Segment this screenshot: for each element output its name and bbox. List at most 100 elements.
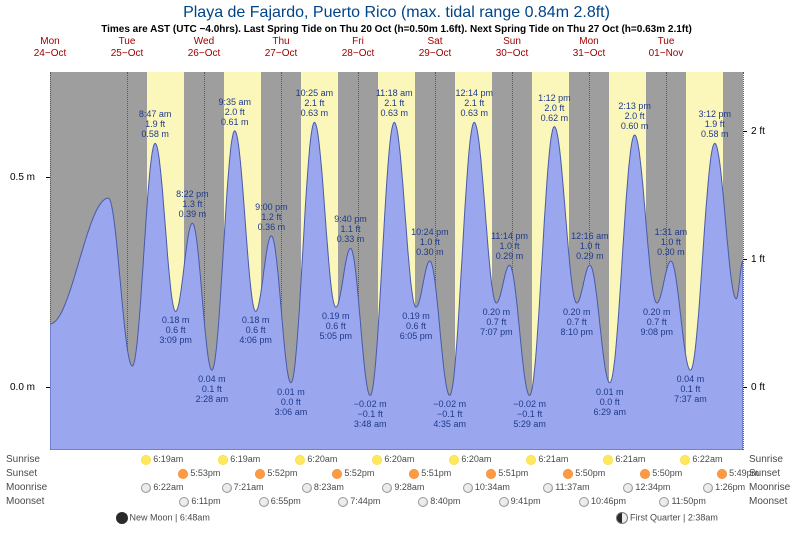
moonset-icon — [259, 497, 269, 507]
low-tide-label: 0.19 m0.6 ft6:05 pm — [400, 311, 433, 341]
moonrise-icon — [141, 483, 151, 493]
moonrise-icon — [703, 483, 713, 493]
sunrise-entry: 6:20am — [295, 454, 337, 465]
sun-moon-row-label: Sunrise — [749, 454, 783, 465]
moonrise-entry: 1:26pm — [703, 482, 745, 493]
sunrise-icon — [295, 455, 305, 465]
y-axis-left-tick: 0.5 m — [10, 172, 35, 183]
high-tide-label: 1:31 am1.0 ft0.30 m — [655, 227, 688, 257]
sunrise-entry: 6:19am — [141, 454, 183, 465]
low-tide-label: 0.19 m0.6 ft5:05 pm — [320, 311, 353, 341]
date-column-label: Mon24−Oct — [20, 36, 80, 60]
y-axis-right-tick: 2 ft — [751, 126, 765, 137]
low-tide-label: 0.04 m0.1 ft7:37 am — [674, 374, 707, 404]
chart-subtitle: Times are AST (UTC −4.0hrs). Last Spring… — [0, 24, 793, 35]
sunrise-entry: 6:21am — [603, 454, 645, 465]
sunset-icon — [409, 469, 419, 479]
date-column-label: Fri28−Oct — [328, 36, 388, 60]
sunset-icon — [563, 469, 573, 479]
moonrise-icon — [302, 483, 312, 493]
sun-moon-row-label: Moonset — [6, 496, 44, 507]
sunrise-icon — [526, 455, 536, 465]
sunset-icon — [640, 469, 650, 479]
sun-moon-row-label: Moonrise — [749, 482, 790, 493]
sunset-entry: 5:53pm — [178, 468, 220, 479]
sunrise-icon — [218, 455, 228, 465]
low-tide-label: 0.18 m0.6 ft4:06 pm — [239, 315, 272, 345]
low-tide-label: 0.18 m0.6 ft3:09 pm — [159, 315, 192, 345]
y-axis-right-tick: 0 ft — [751, 382, 765, 393]
sunrise-entry: 6:21am — [526, 454, 568, 465]
low-tide-label: 0.20 m0.7 ft7:07 pm — [480, 307, 513, 337]
sunset-icon — [486, 469, 496, 479]
moonrise-entry: 6:22am — [141, 482, 183, 493]
moonset-entry: 10:46pm — [579, 496, 626, 507]
date-column-label: Tue25−Oct — [97, 36, 157, 60]
chart-title: Playa de Fajardo, Puerto Rico (max. tida… — [0, 4, 793, 22]
low-tide-label: −0.02 m−0.1 ft4:35 am — [433, 399, 466, 429]
sunrise-entry: 6:20am — [372, 454, 414, 465]
high-tide-label: 9:35 am2.0 ft0.61 m — [218, 97, 251, 127]
high-tide-label: 10:24 pm1.0 ft0.30 m — [411, 227, 449, 257]
sunset-icon — [255, 469, 265, 479]
sunrise-icon — [680, 455, 690, 465]
sunrise-icon — [372, 455, 382, 465]
moonset-entry: 9:41pm — [499, 496, 541, 507]
moonrise-entry: 11:37am — [543, 482, 589, 493]
moonrise-entry: 7:21am — [222, 482, 264, 493]
high-tide-label: 11:14 pm1.0 ft0.29 m — [491, 231, 528, 261]
moonset-icon — [659, 497, 669, 507]
low-tide-label: 0.04 m0.1 ft2:28 am — [196, 374, 229, 404]
date-column-label: Mon31−Oct — [559, 36, 619, 60]
moonrise-entry: 12:34pm — [623, 482, 670, 493]
moonset-entry: 8:40pm — [418, 496, 460, 507]
low-tide-label: −0.02 m−0.1 ft5:29 am — [513, 399, 546, 429]
moon-phase-icon — [116, 512, 128, 524]
date-column-label: Sat29−Oct — [405, 36, 465, 60]
sun-moon-row-label: Sunset — [6, 468, 37, 479]
moonrise-icon — [222, 483, 232, 493]
moonrise-entry: 8:23am — [302, 482, 344, 493]
sunrise-entry: 6:22am — [680, 454, 722, 465]
plot-area: 8:47 am1.9 ft0.58 m0.18 m0.6 ft3:09 pm8:… — [50, 72, 743, 450]
high-tide-label: 12:16 am1.0 ft0.29 m — [571, 231, 609, 261]
moonrise-icon — [463, 483, 473, 493]
high-tide-label: 1:12 pm2.0 ft0.62 m — [538, 93, 571, 123]
high-tide-label: 2:13 pm2.0 ft0.60 m — [618, 101, 651, 131]
moonset-entry: 11:50pm — [659, 496, 705, 507]
moon-phase-icon — [616, 512, 628, 524]
sun-moon-row-label: Moonset — [749, 496, 787, 507]
high-tide-label: 11:18 am2.1 ft0.63 m — [376, 88, 413, 118]
y-axis-left-tick: 0.0 m — [10, 382, 35, 393]
low-tide-label: 0.20 m0.7 ft9:08 pm — [641, 307, 674, 337]
moonset-entry: 6:11pm — [179, 496, 220, 507]
sunrise-entry: 6:20am — [449, 454, 491, 465]
sunset-icon — [332, 469, 342, 479]
date-column-label: Tue01−Nov — [636, 36, 696, 60]
moonrise-icon — [543, 483, 553, 493]
sunset-entry: 5:50pm — [640, 468, 682, 479]
sunrise-icon — [141, 455, 151, 465]
sunset-icon — [717, 469, 727, 479]
sunrise-icon — [603, 455, 613, 465]
high-tide-label: 8:47 am1.9 ft0.58 m — [139, 109, 172, 139]
sun-moon-row-label: Sunrise — [6, 454, 40, 465]
sunset-entry: 5:50pm — [563, 468, 605, 479]
tide-chart: Playa de Fajardo, Puerto Rico (max. tida… — [0, 0, 793, 539]
high-tide-label: 10:25 am2.1 ft0.63 m — [296, 88, 334, 118]
moonset-icon — [499, 497, 509, 507]
moonset-icon — [579, 497, 589, 507]
sunset-entry: 5:49pm — [717, 468, 759, 479]
sunset-entry: 5:51pm — [409, 468, 451, 479]
high-tide-label: 9:00 pm1.2 ft0.36 m — [255, 202, 288, 232]
high-tide-label: 3:12 pm1.9 ft0.58 m — [699, 109, 732, 139]
low-tide-label: 0.20 m0.7 ft8:10 pm — [560, 307, 593, 337]
moonset-entry: 6:55pm — [259, 496, 301, 507]
high-tide-label: 9:40 pm1.1 ft0.33 m — [334, 214, 367, 244]
low-tide-label: −0.02 m−0.1 ft3:48 am — [354, 399, 387, 429]
moonset-icon — [338, 497, 348, 507]
sun-moon-row-label: Moonrise — [6, 482, 47, 493]
moonrise-entry: 9:28am — [382, 482, 424, 493]
low-tide-label: 0.01 m0.0 ft6:29 am — [594, 387, 627, 417]
moonset-entry: 7:44pm — [338, 496, 380, 507]
